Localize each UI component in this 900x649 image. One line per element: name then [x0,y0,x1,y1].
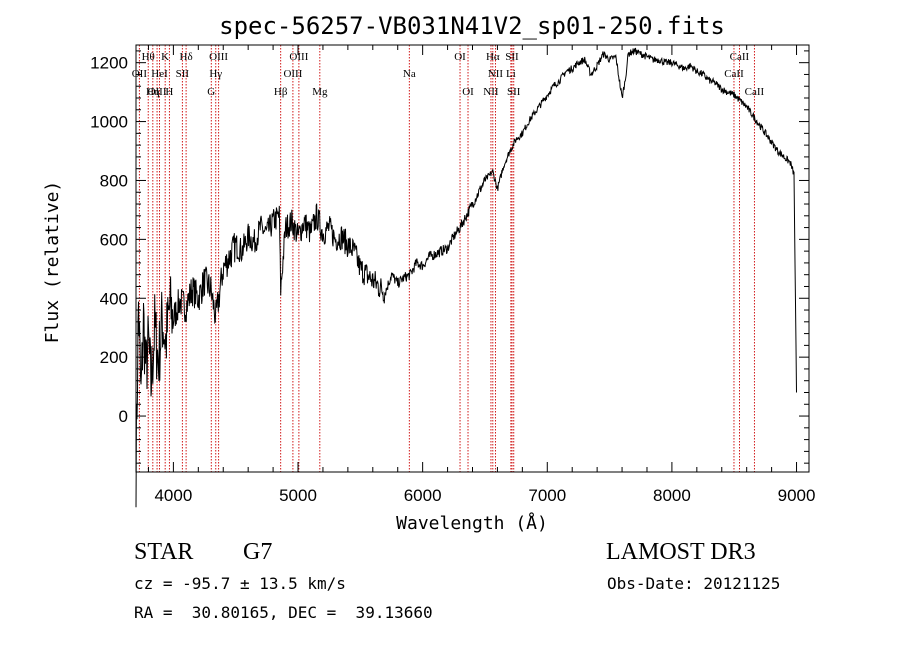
redshift-value: cz = -95.7 ± 13.5 km/s [134,574,346,593]
line-label: CaII [745,86,765,98]
line-label: H [165,86,173,98]
line-label: SII [505,51,519,63]
obs-date: Obs-Date: 20121125 [607,574,781,593]
x-tick-label: 8000 [653,486,691,505]
line-label: OIII [289,51,308,63]
line-label: OIII [148,86,167,98]
line-label: OI [454,51,466,63]
y-tick-label: 600 [100,230,128,249]
survey-name: LAMOST DR3 [606,539,756,565]
line-label: Li [506,68,516,80]
line-label: Mg [312,86,328,98]
x-axis-label: Wavelength (Å) [396,512,548,534]
y-tick-label: 0 [119,407,128,426]
object-subclass: G7 [243,539,273,565]
coordinates: RA = 30.80165, DEC = 39.13660 [134,603,433,622]
line-label: Hβ [274,86,288,98]
line-label: CaII [730,51,750,63]
y-axis: 0 200 400 600 800 1000 1200 [90,50,809,464]
y-tick-label: 1000 [90,113,128,132]
spectrum-line [135,47,797,508]
line-label: K [161,51,169,63]
line-label: Hη [146,86,160,98]
line-label: OIII [283,68,302,80]
line-label: CaII [724,68,744,80]
x-tick-label: 6000 [404,486,442,505]
line-label: Hγ [209,68,222,80]
x-tick-label: 4000 [154,486,192,505]
object-class: STAR [134,539,194,565]
x-axis: 4000 5000 6000 7000 8000 9000 [147,45,816,505]
y-tick-label: 200 [100,348,128,367]
emission-line-markers [138,45,755,472]
x-tick-label: 7000 [528,486,566,505]
line-label: Na [403,68,416,80]
line-label: NII [483,86,499,98]
x-tick-label: 9000 [778,486,816,505]
line-label: OI [462,86,474,98]
line-label: SII [507,86,521,98]
y-axis-label: Flux (relative) [42,181,63,344]
line-label: Hδ [180,51,193,63]
line-label: SII [176,68,190,80]
line-label: NII [488,68,504,80]
y-tick-label: 400 [100,289,128,308]
line-label: Hα [486,51,500,63]
y-tick-label: 1200 [90,54,128,73]
line-label: OIII [209,51,228,63]
line-label: HeI [151,68,168,80]
spectrum-series [135,47,797,508]
line-label: Hθ [142,51,155,63]
x-tick-label: 5000 [279,486,317,505]
y-tick-label: 800 [100,171,128,190]
line-label: G [207,86,215,98]
chart-title: spec-56257-VB031N41V2_sp01-250.fits [219,12,725,40]
